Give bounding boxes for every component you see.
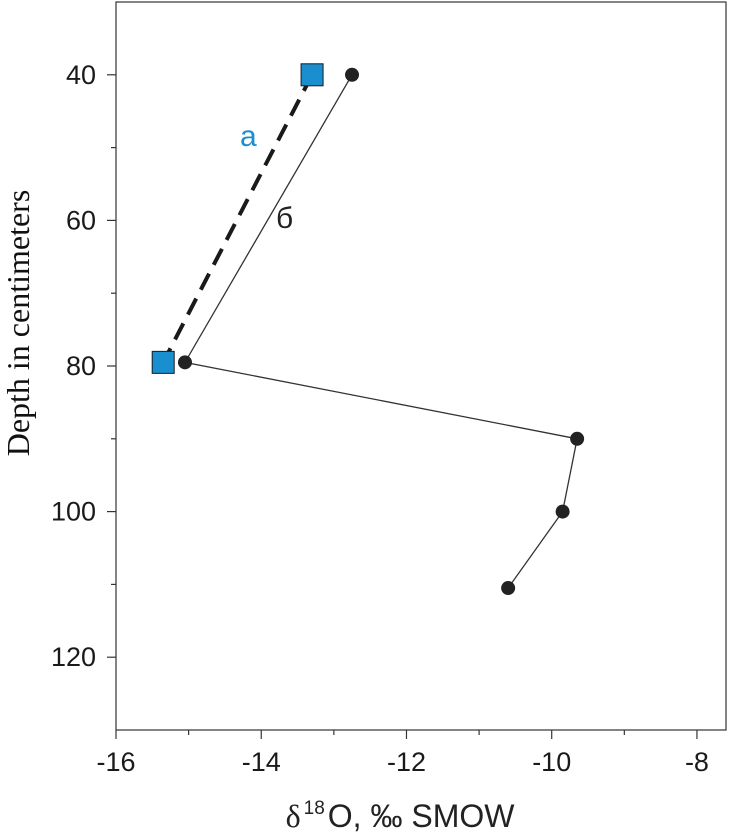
plot-frame bbox=[115, 1, 727, 731]
x-tick-label: -12 bbox=[387, 747, 426, 777]
x-axis-label-sup: 18 bbox=[304, 798, 325, 819]
y-tick-label: 100 bbox=[51, 497, 96, 527]
y-tick-label: 40 bbox=[66, 60, 96, 90]
x-tick-label: -14 bbox=[242, 747, 281, 777]
x-axis-ticks: -16 -14 -12 -10 -8 bbox=[96, 730, 709, 777]
series-0-point bbox=[151, 350, 175, 374]
x-axis-label-rest: O, ‰ SMOW bbox=[328, 798, 515, 834]
x-tick-label: -16 bbox=[96, 747, 135, 777]
series-1-point bbox=[345, 67, 360, 82]
series-markers bbox=[151, 63, 585, 596]
series-b-label: б bbox=[276, 202, 293, 235]
y-axis-ticks: 40 60 80 100 120 bbox=[51, 60, 116, 672]
y-tick-label: 60 bbox=[66, 205, 96, 235]
series-0-point bbox=[300, 63, 324, 87]
x-tick-label: -8 bbox=[685, 747, 709, 777]
x-tick-label: -10 bbox=[532, 747, 571, 777]
series-0-line bbox=[161, 73, 314, 364]
series-1-point bbox=[501, 581, 516, 596]
series-lines bbox=[161, 73, 578, 589]
series-1-point bbox=[555, 504, 570, 519]
x-axis-label-symbol: δ bbox=[286, 798, 301, 834]
y-tick-label: 80 bbox=[66, 351, 96, 381]
series-1-point bbox=[570, 431, 585, 446]
y-axis-label: Depth in centimeters bbox=[0, 190, 36, 457]
series-1-point bbox=[177, 355, 192, 370]
y-tick-label: 120 bbox=[51, 642, 96, 672]
series-a-label: а bbox=[240, 120, 257, 153]
x-axis-label: δ 18O, ‰ SMOW bbox=[286, 798, 516, 834]
